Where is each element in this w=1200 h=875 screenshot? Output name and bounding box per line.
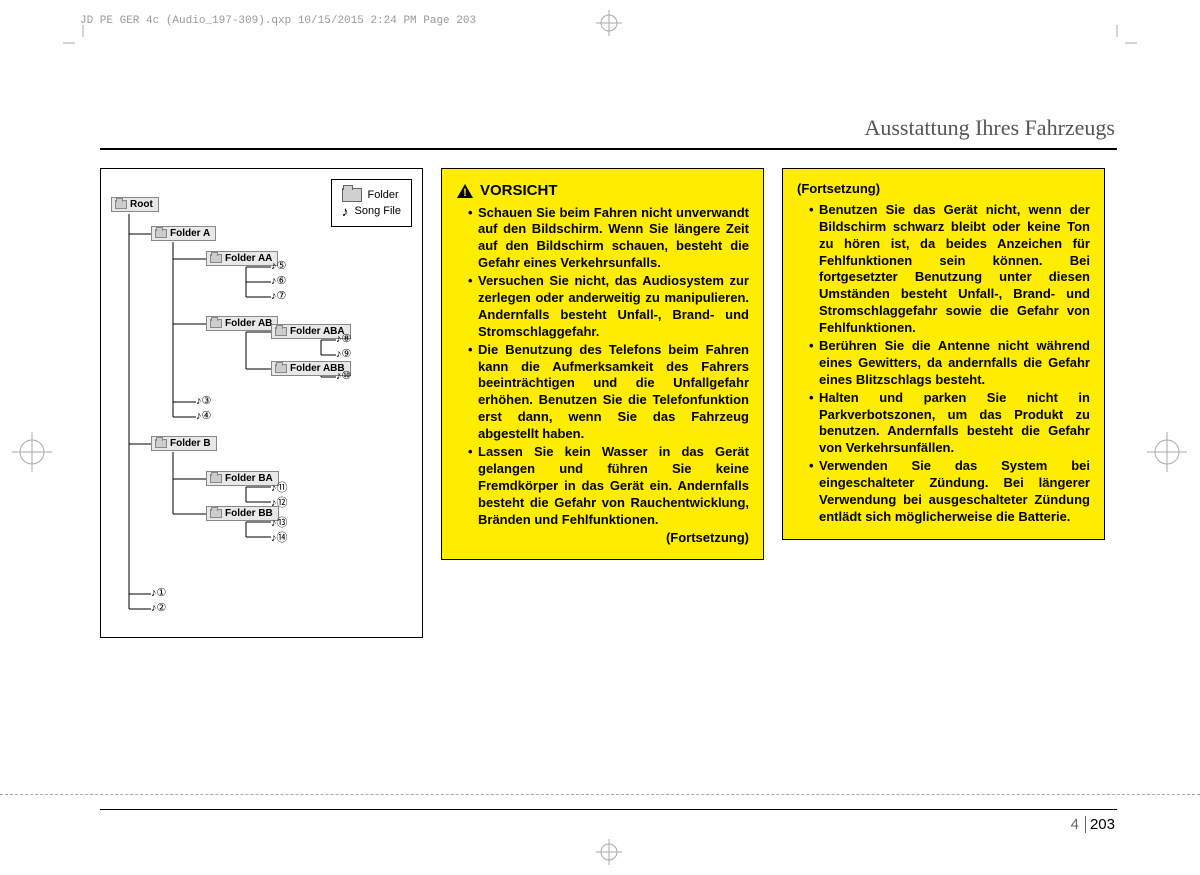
continuation-label: (Fortsetzung) bbox=[456, 530, 749, 547]
registration-mark bbox=[1145, 430, 1190, 475]
tree-song: ♪⑬ bbox=[271, 514, 288, 530]
tree-song: ♪⑭ bbox=[271, 529, 288, 545]
footer-rule bbox=[100, 809, 1117, 810]
crop-mark bbox=[63, 25, 93, 55]
caution-heading: ! VORSICHT bbox=[456, 181, 749, 201]
continuation-list: Benutzen Sie das Gerät nicht, wenn der B… bbox=[797, 202, 1090, 526]
meta-header: JD PE GER 4c (Audio_197-309).qxp 10/15/2… bbox=[80, 15, 476, 27]
crop-mark bbox=[1107, 25, 1137, 55]
continuation-item: Halten und parken Sie nicht in Parkverbo… bbox=[809, 390, 1090, 458]
tree-song: ♪⑨ bbox=[336, 347, 351, 360]
caution-item: Lassen Sie kein Wasser in das Gerät gela… bbox=[468, 444, 749, 528]
continuation-box: (Fortsetzung) Benutzen Sie das Gerät nic… bbox=[782, 168, 1105, 540]
folder-tree-diagram: Folder ♪Song File bbox=[100, 168, 423, 638]
tree-lines bbox=[111, 179, 411, 624]
tree-song: ♪⑩ bbox=[336, 369, 351, 382]
caution-list: Schauen Sie beim Fahren nicht unverwandt… bbox=[456, 205, 749, 529]
caution-box: ! VORSICHT Schauen Sie beim Fahren nicht… bbox=[441, 168, 764, 560]
tree-song: ♪⑥ bbox=[271, 274, 286, 287]
caution-item: Schauen Sie beim Fahren nicht unverwandt… bbox=[468, 205, 749, 273]
tree-song: ♪⑫ bbox=[271, 494, 288, 510]
tree-root: Root bbox=[111, 197, 159, 212]
caution-item: Die Benutzung des Telefons beim Fahren k… bbox=[468, 342, 749, 443]
tree-song: ♪① bbox=[151, 586, 166, 599]
title-rule bbox=[100, 148, 1117, 150]
tree-song: ♪② bbox=[151, 601, 166, 614]
continuation-item: Berühren Sie die Antenne nicht während e… bbox=[809, 338, 1090, 389]
page-number: 4203 bbox=[1071, 816, 1115, 833]
tree-folder: Folder BB bbox=[206, 506, 279, 521]
tree-song: ♪⑤ bbox=[271, 259, 286, 272]
registration-mark bbox=[10, 430, 55, 475]
continuation-item: Benutzen Sie das Gerät nicht, wenn der B… bbox=[809, 202, 1090, 337]
tree-song: ♪④ bbox=[196, 409, 211, 422]
tree-song: ♪③ bbox=[196, 394, 211, 407]
tree-song: ♪⑧ bbox=[336, 332, 351, 345]
registration-mark bbox=[594, 837, 624, 867]
tree-song: ♪⑦ bbox=[271, 289, 286, 302]
caution-item: Versuchen Sie nicht, das Audiosystem zur… bbox=[468, 273, 749, 341]
continuation-item: Verwenden Sie das System bei eingeschalt… bbox=[809, 458, 1090, 526]
tree-folder: Folder BA bbox=[206, 471, 279, 486]
tree-folder: Folder B bbox=[151, 436, 217, 451]
tree-folder: Folder AA bbox=[206, 251, 278, 266]
dashed-rule bbox=[0, 794, 1200, 795]
continuation-heading: (Fortsetzung) bbox=[797, 181, 1090, 198]
registration-mark bbox=[594, 8, 624, 38]
page-title: Ausstattung Ihres Fahrzeugs bbox=[864, 115, 1115, 141]
tree-folder: Folder AB bbox=[206, 316, 278, 331]
warning-icon: ! bbox=[456, 183, 474, 199]
tree-folder: Folder A bbox=[151, 226, 216, 241]
svg-text:!: ! bbox=[463, 187, 467, 199]
tree-song: ♪⑪ bbox=[271, 479, 288, 495]
